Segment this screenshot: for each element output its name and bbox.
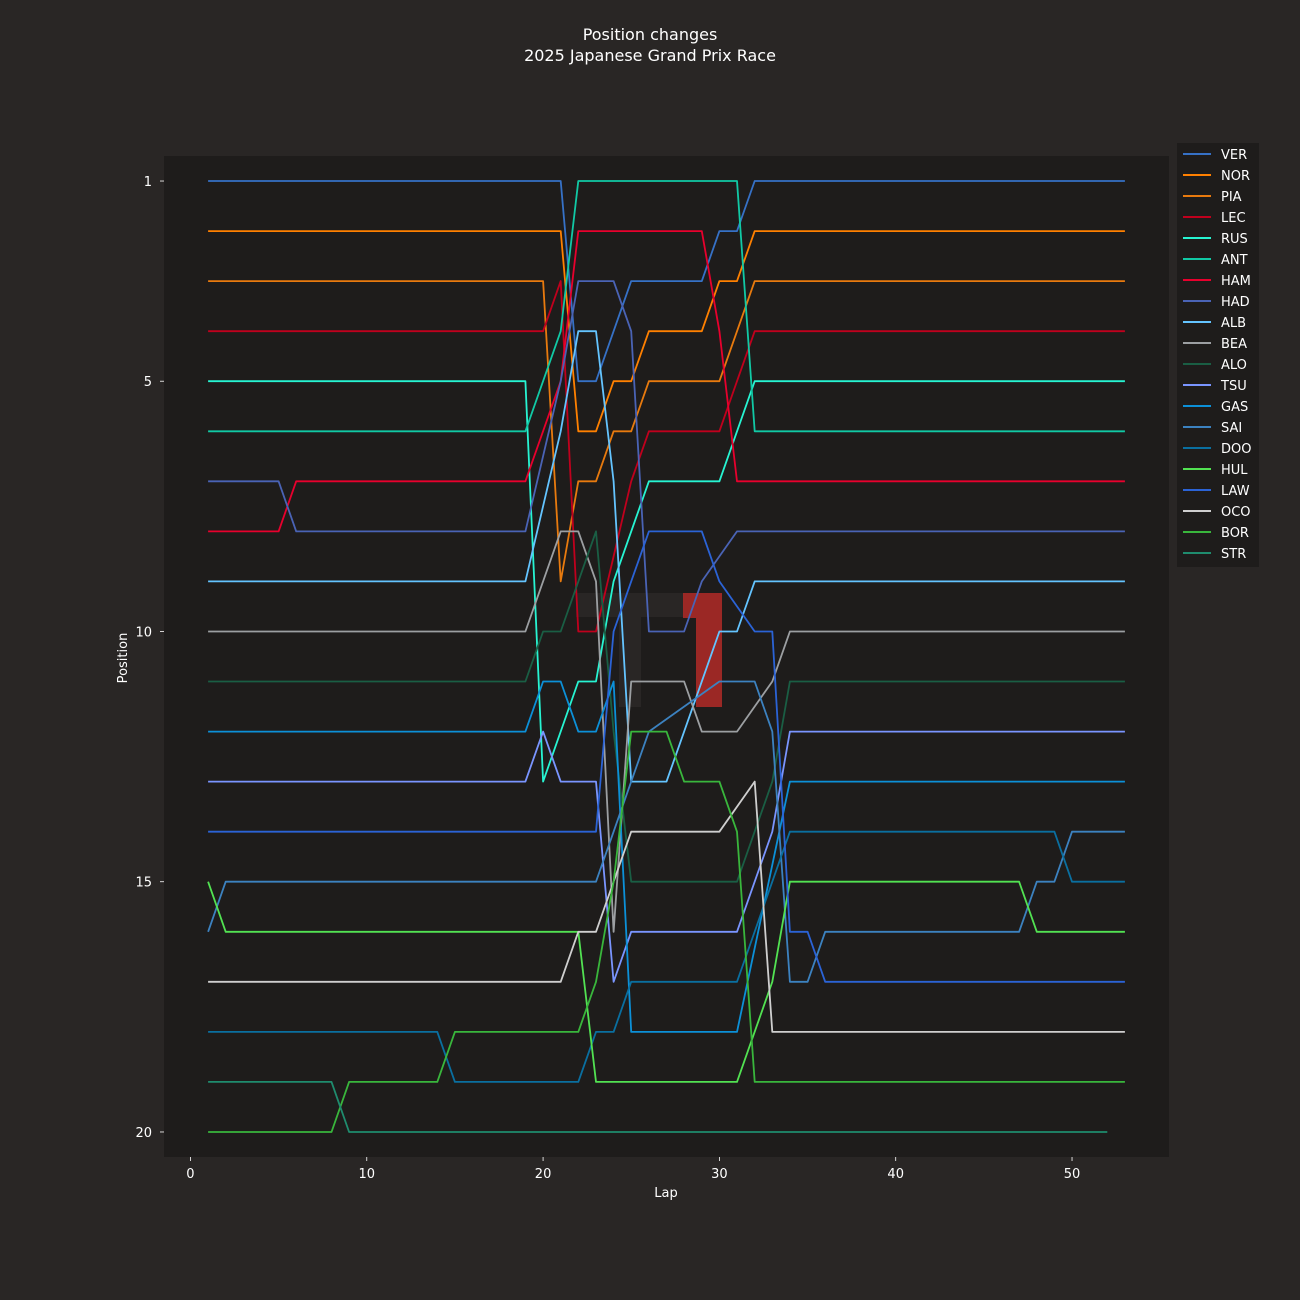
legend-label-hul: HUL <box>1221 463 1248 478</box>
series-lines <box>207 180 1125 1133</box>
legend-label-alb: ALB <box>1221 316 1246 331</box>
legend-label-sai: SAI <box>1221 421 1242 436</box>
x-tick-label: 0 <box>186 1167 194 1182</box>
series-line-tsu <box>208 730 1125 983</box>
y-tick-label: 1 <box>144 175 152 190</box>
legend-label-ham: HAM <box>1221 274 1251 289</box>
legend-label-pia: PIA <box>1221 190 1242 205</box>
x-tick-label: 50 <box>1064 1167 1081 1182</box>
series-line-alb <box>208 330 1125 783</box>
series-line-gas <box>208 680 1125 1033</box>
y-tick-label: 5 <box>144 375 152 390</box>
legend-label-law: LAW <box>1221 484 1250 499</box>
series-line-bea <box>208 530 1125 933</box>
series-line-hul <box>207 880 1125 1083</box>
legend-label-doo: DOO <box>1221 442 1251 457</box>
y-tick-label: 20 <box>135 1126 152 1141</box>
legend-label-nor: NOR <box>1221 169 1250 184</box>
y-axis-label: Position <box>116 633 131 684</box>
x-tick-label: 10 <box>358 1167 375 1182</box>
series-line-nor <box>208 230 1125 433</box>
y-tick-label: 15 <box>135 876 152 891</box>
plot-area <box>164 156 1169 1157</box>
legend-label-bor: BOR <box>1221 526 1249 541</box>
series-line-pia <box>208 280 1125 583</box>
x-tick-label: 20 <box>535 1167 552 1182</box>
y-tick-label: 10 <box>135 625 152 640</box>
legend-label-ant: ANT <box>1221 253 1248 268</box>
x-tick-label: 40 <box>887 1167 904 1182</box>
series-line-alo <box>208 530 1125 883</box>
chart-title: Position changes <box>583 25 718 44</box>
legend-label-rus: RUS <box>1221 232 1248 247</box>
series-line-oco <box>208 780 1125 1033</box>
series-line-had <box>208 280 1125 633</box>
legend-label-had: HAD <box>1221 295 1250 310</box>
legend-label-gas: GAS <box>1221 400 1248 415</box>
legend-label-str: STR <box>1221 547 1246 562</box>
series-line-lec <box>208 280 1125 633</box>
series-line-ant <box>208 180 1125 433</box>
legend-box <box>1177 143 1259 567</box>
series-line-str <box>208 1081 1108 1133</box>
legend-label-lec: LEC <box>1221 211 1246 226</box>
legend-label-tsu: TSU <box>1220 379 1247 394</box>
series-line-bor <box>208 730 1125 1133</box>
legend-label-alo: ALO <box>1221 358 1247 373</box>
series-line-sai <box>207 680 1125 983</box>
chart-subtitle: 2025 Japanese Grand Prix Race <box>524 46 776 65</box>
legend-label-ver: VER <box>1221 148 1247 163</box>
x-axis-label: Lap <box>654 1186 677 1201</box>
legend: VER NOR PIA LEC RUS ANT HAM HAD ALB BEA ALO TSU GAS S… <box>1177 143 1259 567</box>
x-tick-label: 30 <box>711 1167 728 1182</box>
legend-label-oco: OCO <box>1221 505 1251 520</box>
watermark-logo <box>576 593 722 707</box>
legend-label-bea: BEA <box>1221 337 1247 352</box>
series-line-law <box>208 530 1125 983</box>
series-line-doo <box>208 830 1125 1083</box>
